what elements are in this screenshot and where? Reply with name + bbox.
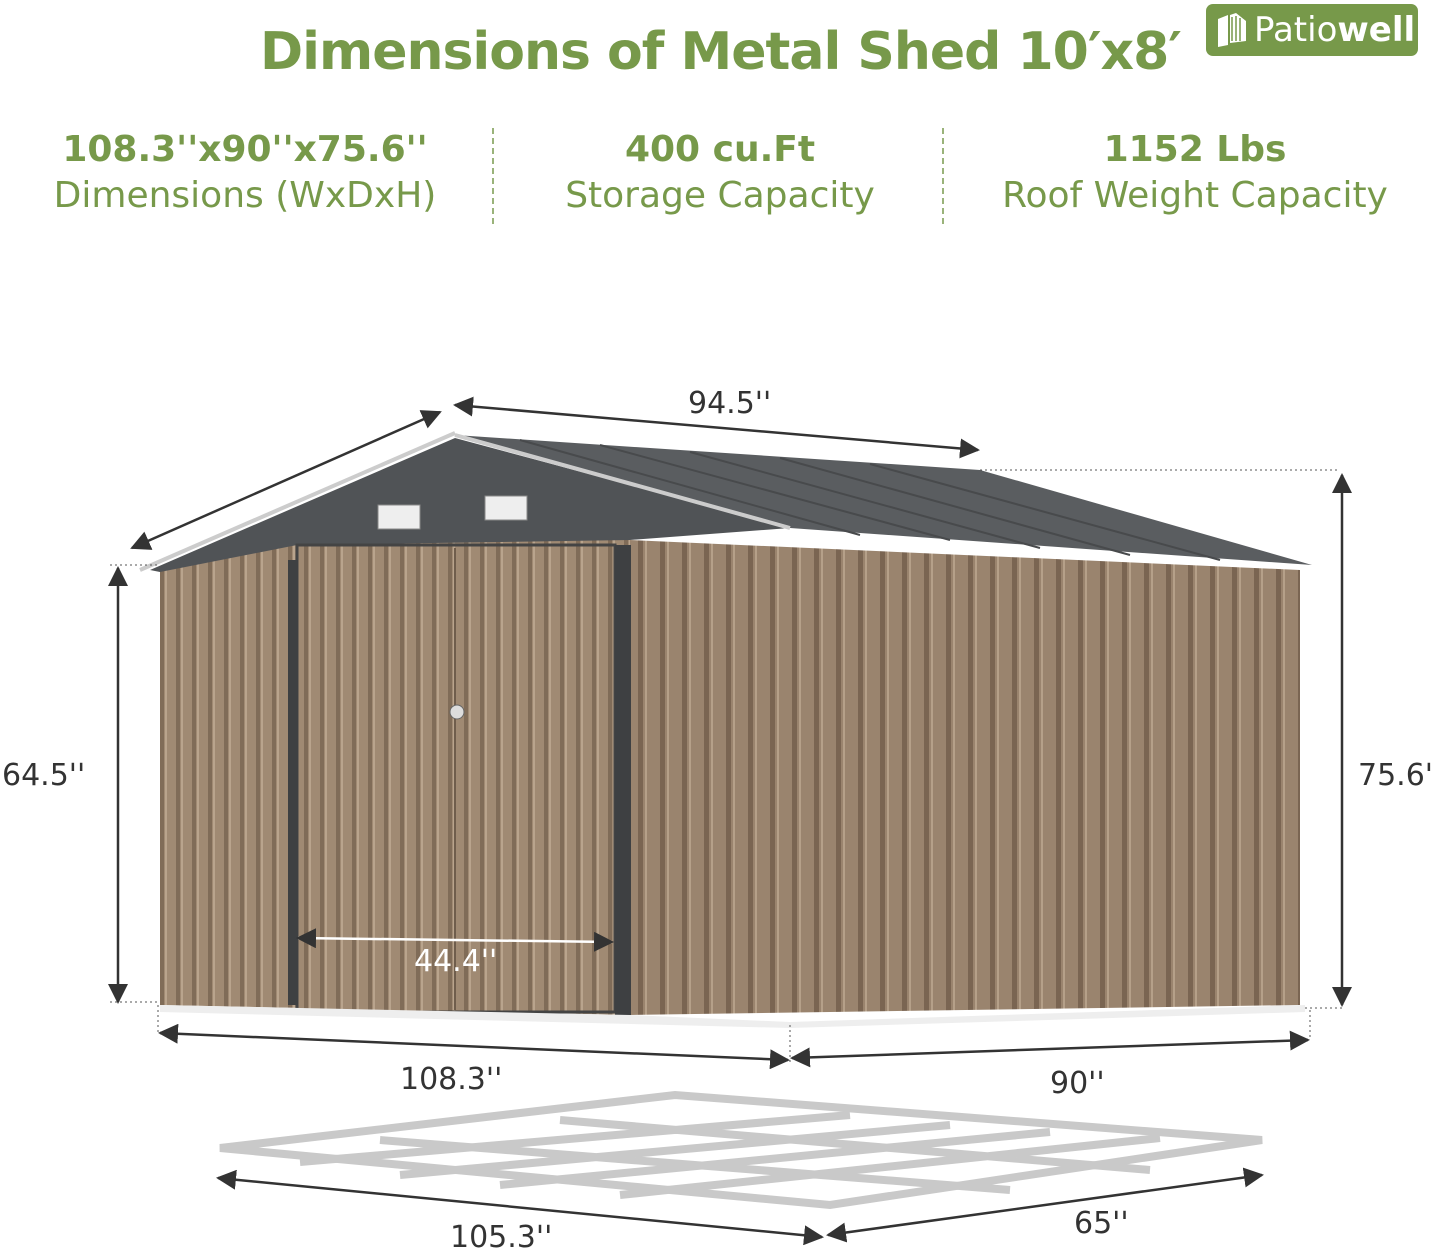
roof	[455, 435, 1312, 565]
spec-label: Roof Weight Capacity	[1002, 175, 1388, 216]
dim-line-width	[158, 1023, 790, 1070]
brand-logo: Patio well	[1206, 4, 1418, 56]
base-frame	[219, 1090, 1263, 1210]
logo-text-light: Patio	[1254, 10, 1338, 50]
dim-roof-depth: 94.5''	[688, 386, 772, 421]
logo-text-bold: well	[1337, 10, 1416, 50]
dim-base-width: 105.3''	[450, 1220, 553, 1255]
dim-wall-height: 64.5''	[2, 758, 86, 793]
spec-value: 400 cu.Ft	[624, 129, 816, 170]
divider	[942, 128, 944, 224]
spec-dimensions: 108.3''x90''x75.6'' Dimensions (WxDxH)	[20, 128, 470, 220]
spec-roof-weight: 1152 Lbs Roof Weight Capacity	[960, 128, 1430, 220]
page-title: Dimensions of Metal Shed 10′x8′	[260, 22, 1182, 82]
spec-value: 1152 Lbs	[1103, 129, 1287, 170]
dim-base-depth: 65''	[1074, 1206, 1129, 1241]
side-wall	[630, 540, 1300, 1015]
dim-door-width: 44.4''	[414, 944, 498, 979]
dim-line-roof-depth	[453, 396, 980, 459]
spec-value: 108.3''x90''x75.6''	[62, 129, 428, 170]
dim-width: 108.3''	[400, 1062, 503, 1097]
logo-icon	[1218, 13, 1246, 47]
dim-line-roof-slope	[130, 410, 442, 550]
spec-label: Storage Capacity	[565, 175, 875, 216]
dim-line-base-width	[216, 1169, 824, 1246]
dim-line-depth	[790, 1030, 1310, 1068]
dim-depth: 90''	[1050, 1066, 1105, 1101]
dim-total-height: 75.6'	[1358, 758, 1434, 793]
dim-line-base-depth	[826, 1167, 1264, 1243]
divider	[492, 128, 494, 224]
spec-label: Dimensions (WxDxH)	[53, 175, 437, 216]
spec-storage: 400 cu.Ft Storage Capacity	[500, 128, 940, 220]
dim-line-door	[296, 928, 614, 952]
door-handle	[449, 704, 465, 720]
